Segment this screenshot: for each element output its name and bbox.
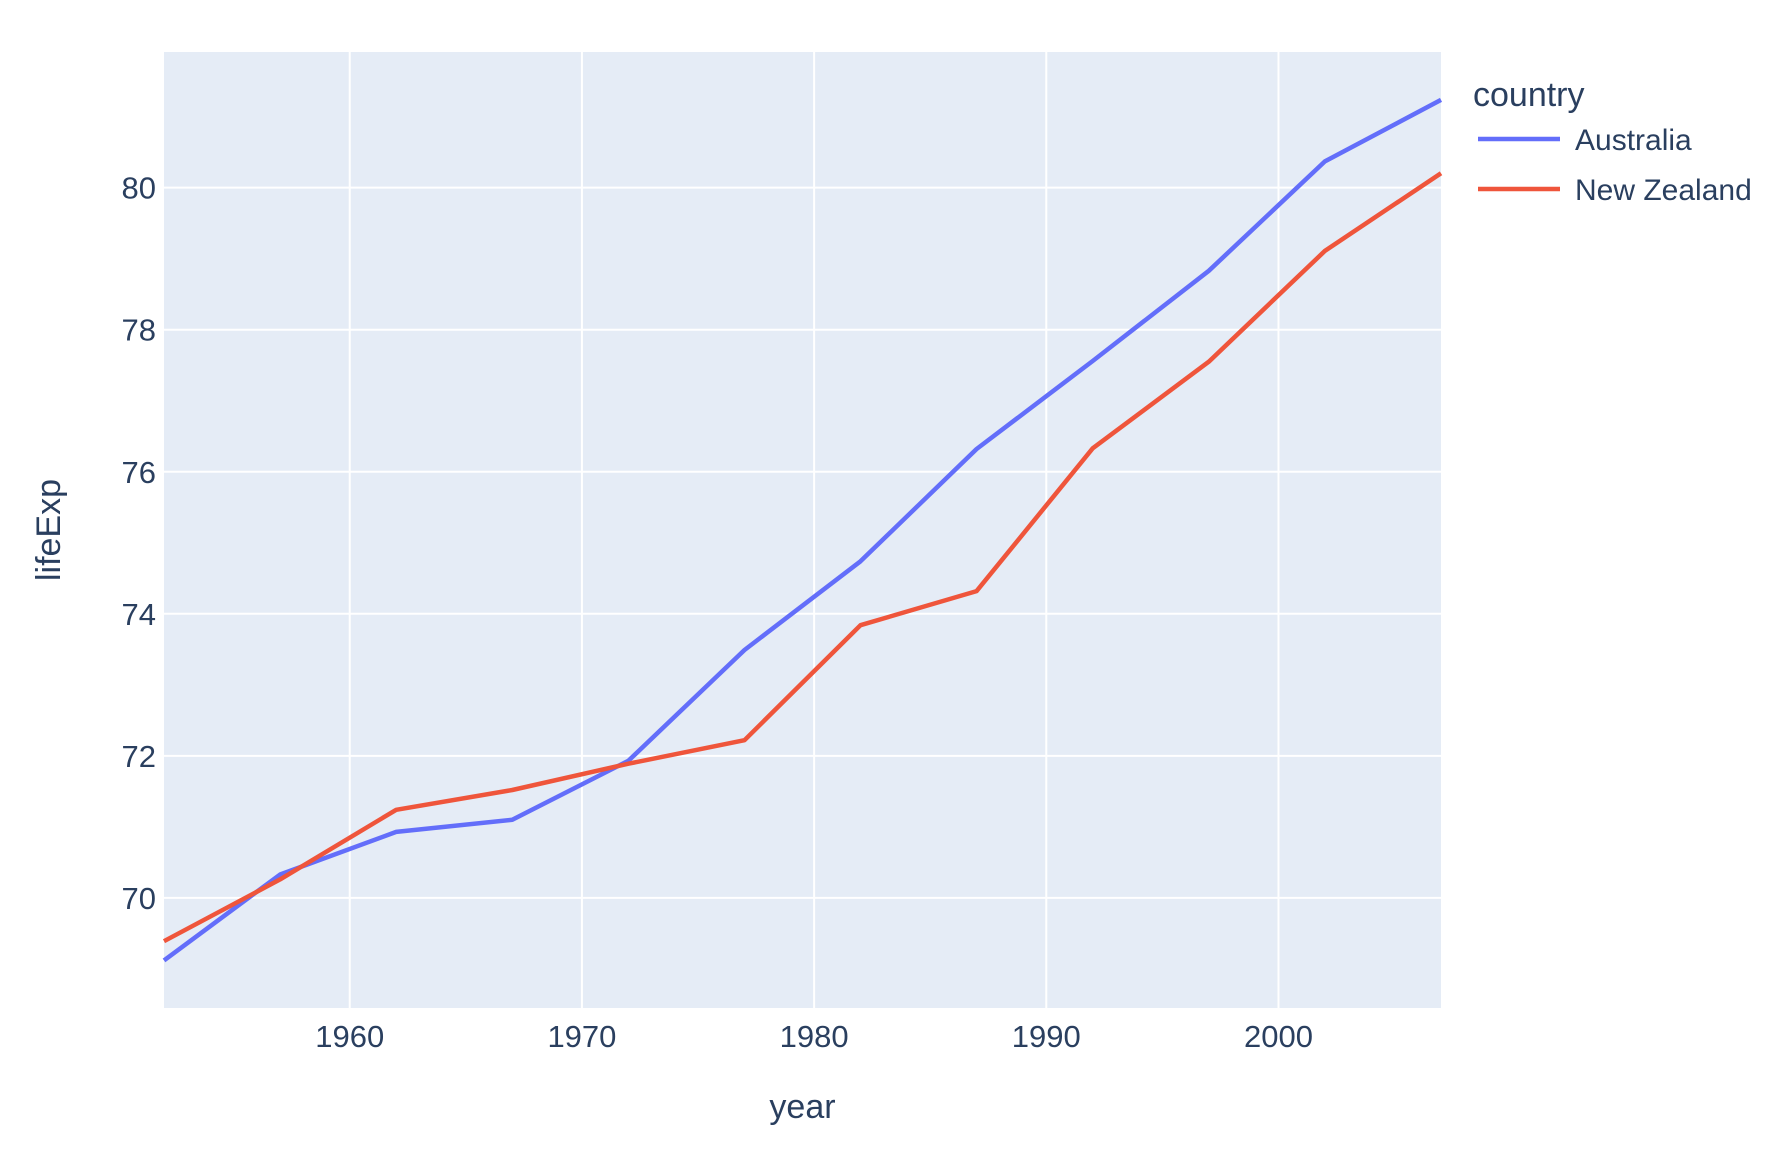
y-axis-title: lifeExp bbox=[30, 479, 68, 581]
plot-area bbox=[164, 52, 1441, 1008]
y-tick-label: 72 bbox=[122, 739, 156, 774]
y-tick-label: 74 bbox=[122, 597, 156, 632]
x-axis-title: year bbox=[769, 1088, 835, 1126]
y-tick-label: 76 bbox=[122, 455, 156, 490]
y-tick-label: 78 bbox=[122, 313, 156, 348]
legend-item-australia[interactable]: Australia bbox=[1575, 124, 1692, 157]
series-line-australia[interactable] bbox=[162, 97, 1443, 963]
legend-title: country bbox=[1473, 76, 1585, 114]
y-tick-label: 80 bbox=[122, 171, 156, 206]
x-tick-label: 1990 bbox=[1012, 1019, 1081, 1054]
x-tick-label: 1980 bbox=[780, 1019, 849, 1054]
x-tick-label: 1960 bbox=[315, 1019, 384, 1054]
x-tick-label: 1970 bbox=[547, 1019, 616, 1054]
legend-item-new-zealand[interactable]: New Zealand bbox=[1575, 174, 1752, 207]
series-line-new-zealand[interactable] bbox=[162, 171, 1443, 944]
x-tick-label: 2000 bbox=[1244, 1019, 1313, 1054]
y-tick-label: 70 bbox=[122, 881, 156, 916]
